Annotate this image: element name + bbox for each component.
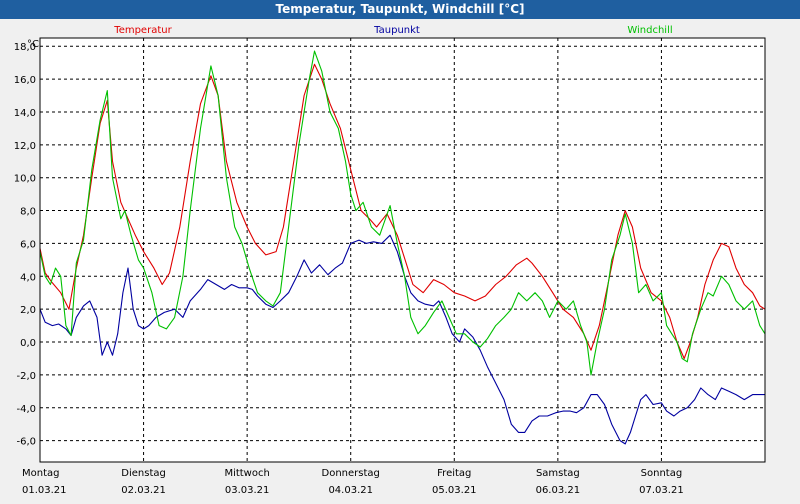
y-tick-label: 12,0 xyxy=(14,141,36,152)
title-bar xyxy=(0,0,800,19)
y-tick-label: 10,0 xyxy=(14,174,36,185)
y-tick-label: 6,0 xyxy=(20,239,36,250)
y-tick-label: 16,0 xyxy=(14,75,36,86)
x-tick-date: 04.03.21 xyxy=(328,485,373,496)
x-tick-day: Samstag xyxy=(536,468,580,479)
y-tick-label: 2,0 xyxy=(20,305,36,316)
x-tick-date: 03.03.21 xyxy=(225,485,270,496)
y-tick-label: -2,0 xyxy=(16,371,36,382)
y-tick-label: 18,0 xyxy=(14,42,36,53)
x-tick-day: Freitag xyxy=(437,468,471,479)
y-axis-label: °C xyxy=(27,39,39,50)
x-tick-day: Dienstag xyxy=(121,468,166,479)
y-tick-label: 14,0 xyxy=(14,108,36,119)
x-tick-date: 01.03.21 xyxy=(22,485,67,496)
y-tick-label: -6,0 xyxy=(16,437,36,448)
series-line-windchill xyxy=(39,50,766,376)
legend-entry-windchill: Windchill xyxy=(627,25,672,36)
y-tick-label: -4,0 xyxy=(16,404,36,415)
x-tick-day: Mittwoch xyxy=(224,468,269,479)
y-tick-label: 8,0 xyxy=(20,207,36,218)
legend-entry-temperatur: Temperatur xyxy=(113,25,172,36)
x-tick-date: 07.03.21 xyxy=(639,485,684,496)
plot-frame xyxy=(39,37,766,463)
x-tick-day: Sonntag xyxy=(641,468,683,479)
x-tick-date: 05.03.21 xyxy=(432,485,477,496)
x-tick-date: 02.03.21 xyxy=(121,485,166,496)
y-tick-label: 4,0 xyxy=(20,272,36,283)
x-tick-day: Donnerstag xyxy=(322,468,380,479)
chart-title: Temperatur, Taupunkt, Windchill [°C] xyxy=(276,2,525,16)
x-tick-date: 06.03.21 xyxy=(536,485,581,496)
y-tick-label: 0,0 xyxy=(20,338,36,349)
x-tick-day: Montag xyxy=(22,468,59,479)
legend-entry-taupunkt: Taupunkt xyxy=(373,25,420,36)
